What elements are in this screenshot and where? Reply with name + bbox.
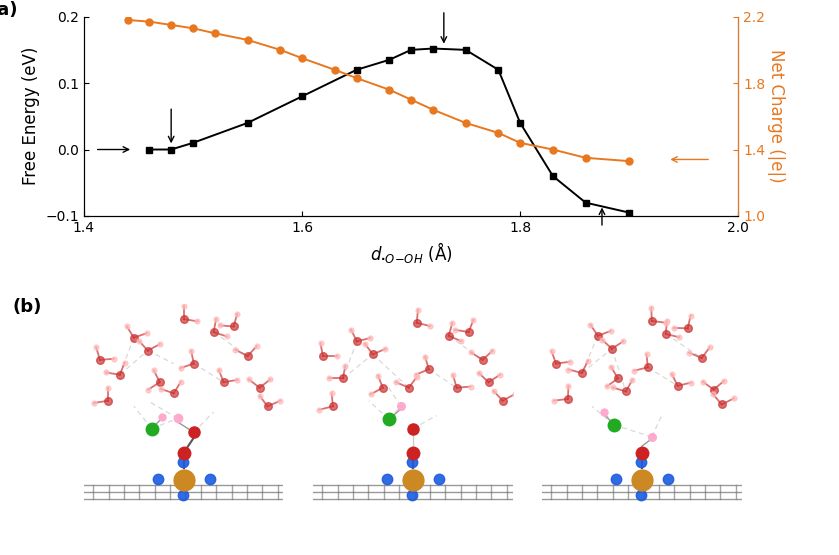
X-axis label: $d_{\mathbf{\cdot}O\mathrm{-}OH}$ (Å): $d_{\mathbf{\cdot}O\mathrm{-}OH}$ (Å) [370, 240, 452, 265]
Y-axis label: Free Energy (eV): Free Energy (eV) [22, 47, 40, 185]
Y-axis label: Net Charge (|e|): Net Charge (|e|) [767, 49, 784, 183]
Text: (b): (b) [13, 299, 42, 316]
Text: (a): (a) [0, 1, 18, 19]
